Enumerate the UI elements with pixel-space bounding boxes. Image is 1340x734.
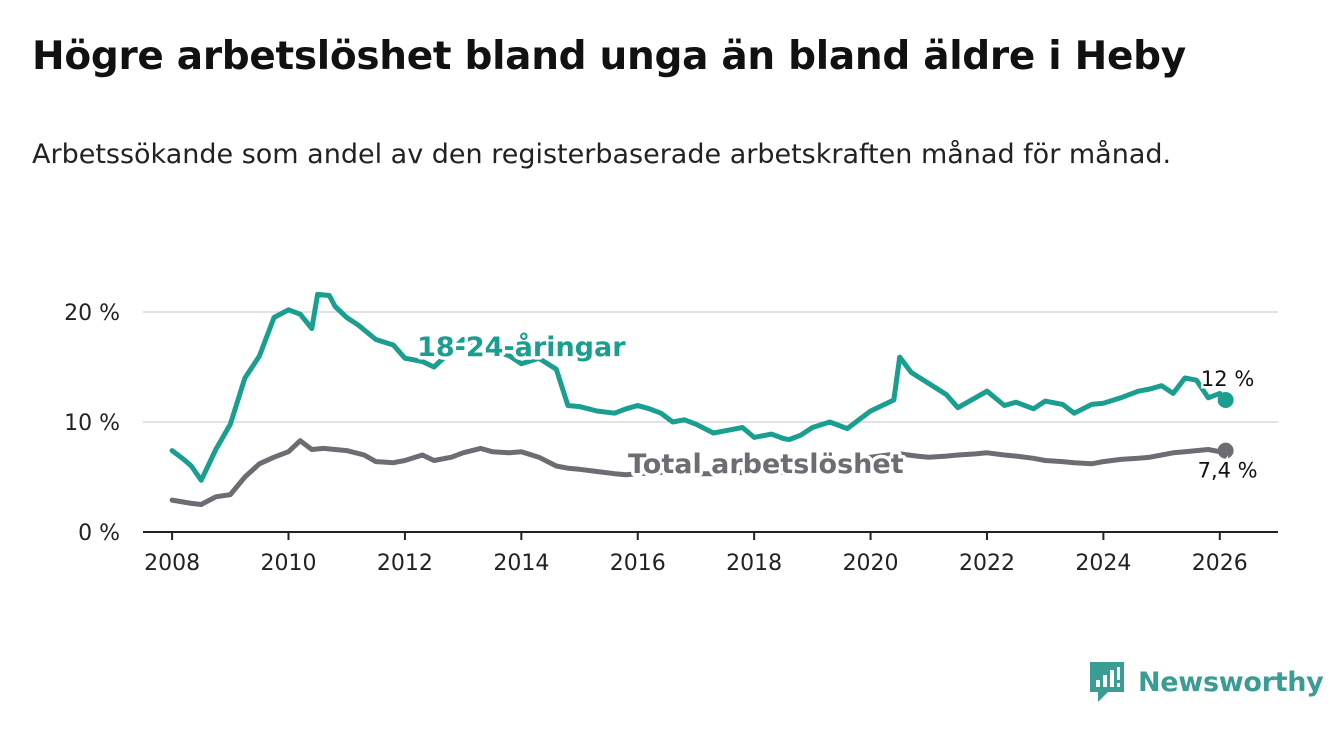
x-tick-label: 2018 [726,551,782,576]
newsworthy-logo-icon [1090,662,1124,702]
y-tick-label: 20 % [64,301,120,326]
brand-name: Newsworthy [1138,666,1324,698]
newsworthy-brand[interactable]: Newsworthy [1088,660,1324,704]
x-tick-label: 2024 [1075,551,1131,576]
series-labels: 18-24-åringar Total arbetslöshet 12 % 7,4 % [414,328,1261,485]
x-tick-label: 2008 [144,551,200,576]
series-end-point [1217,442,1234,459]
x-tick-label: 2016 [610,551,666,576]
y-axis: 0 % 10 % 20 % [64,301,120,546]
youth-series-line [169,291,1229,483]
grid-lines [143,311,1278,423]
x-tick-label: 2026 [1192,551,1248,576]
total-end-label: 7,4 % [1198,459,1258,483]
total-series-line [169,438,1229,507]
x-tick-label: 2020 [843,551,899,576]
chart-subtitle: Arbetssökande som andel av den registerb… [32,139,1172,170]
page-title: Högre arbetslöshet bland unga än bland ä… [32,34,1186,79]
youth-end-label: 12 % [1201,367,1254,391]
x-axis: 2008 2010 2012 2014 2016 2018 2020 2022 2024 2026 [143,531,1278,576]
x-tick-label: 2010 [261,551,317,576]
x-tick-label: 2012 [377,551,433,576]
y-tick-label: 10 % [64,411,120,436]
y-tick-label: 0 % [78,521,120,546]
series-end-point [1217,392,1234,408]
youth-series-label: 18-24-åringar [417,331,626,363]
x-tick-label: 2022 [959,551,1015,576]
series-lines [169,291,1234,507]
total-series-label: Total arbetslöshet [628,449,904,480]
x-tick-label: 2014 [493,551,549,576]
